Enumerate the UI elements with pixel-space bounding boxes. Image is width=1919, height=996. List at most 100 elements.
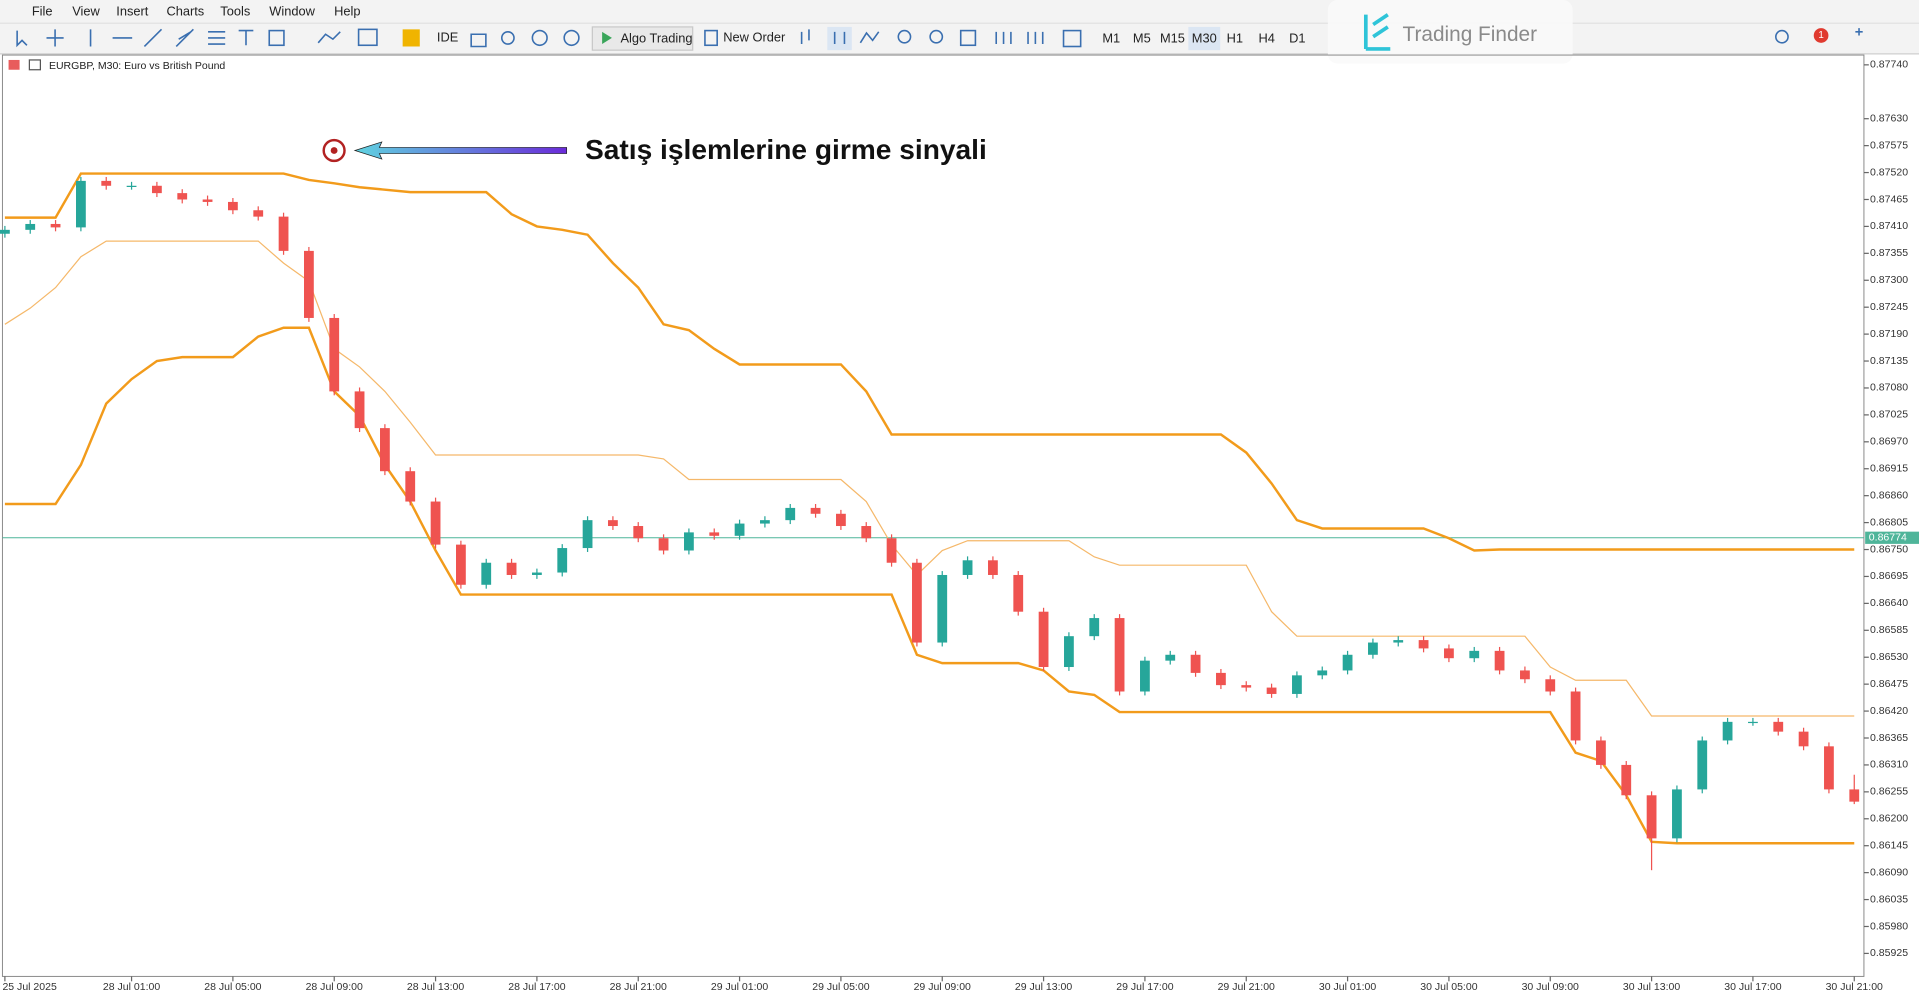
- x-tick-label: 29 Jul 17:00: [1116, 981, 1173, 993]
- candle-body: [1494, 650, 1505, 671]
- timeframe[interactable]: H1: [1227, 31, 1243, 46]
- y-tick-label: 0.87740: [1870, 59, 1908, 71]
- x-tick-label: 28 Jul 21:00: [610, 981, 667, 993]
- template-icon[interactable]: [357, 28, 378, 47]
- candle-body: [1722, 721, 1733, 741]
- menu-item[interactable]: View: [72, 4, 100, 19]
- candle-body: [760, 520, 770, 524]
- indicators-icon[interactable]: [317, 31, 341, 44]
- symbol-icon: [8, 59, 20, 70]
- scroll-icon[interactable]: [995, 31, 1012, 45]
- candle-body: [1672, 789, 1682, 839]
- y-tick-label: 0.86365: [1870, 732, 1908, 744]
- y-tick-label: 0.86860: [1870, 489, 1908, 501]
- crosshair-icon[interactable]: [46, 29, 64, 47]
- y-tick-label: 0.86805: [1870, 516, 1908, 528]
- y-tick-label: 0.86695: [1870, 570, 1908, 582]
- candle-body: [937, 574, 948, 643]
- bar-chart-icon[interactable]: [800, 29, 810, 45]
- candle-body: [228, 201, 238, 211]
- candle-body: [1064, 636, 1074, 668]
- y-tick-label: 0.87575: [1870, 139, 1908, 151]
- market-icon[interactable]: [402, 29, 420, 47]
- candle-body: [1798, 731, 1809, 747]
- fibo-icon[interactable]: [208, 31, 226, 45]
- candle-body: [734, 523, 745, 536]
- band-line: [4, 326, 1855, 845]
- menu-item[interactable]: File: [32, 4, 53, 19]
- shift-icon[interactable]: [1027, 31, 1044, 45]
- timeframe[interactable]: M30: [1192, 31, 1217, 46]
- menu-item[interactable]: Window: [269, 4, 315, 19]
- ide-button[interactable]: IDE: [437, 29, 458, 44]
- signal-marker: [322, 138, 346, 163]
- candle-body: [1520, 670, 1530, 680]
- y-tick-label: 0.86145: [1870, 839, 1908, 851]
- tile-icon[interactable]: [959, 29, 977, 47]
- y-tick-label: 0.86310: [1870, 759, 1908, 771]
- y-tick-label: 0.87465: [1870, 193, 1908, 205]
- candle-body: [962, 560, 973, 575]
- notification-badge[interactable]: [1813, 28, 1829, 43]
- y-tick-label: 0.87300: [1870, 274, 1908, 286]
- timeframe[interactable]: M1: [1102, 31, 1120, 46]
- menu-item[interactable]: Charts: [166, 4, 204, 19]
- timeframe[interactable]: D1: [1289, 31, 1305, 46]
- candle-body: [709, 532, 720, 536]
- y-tick-label: 0.86475: [1870, 678, 1908, 690]
- y-tick-label: 0.86420: [1870, 705, 1908, 717]
- timeframe[interactable]: M15: [1160, 31, 1185, 46]
- line-chart-icon[interactable]: [859, 31, 880, 44]
- y-tick-label: 0.87355: [1870, 247, 1908, 259]
- candle-icon[interactable]: [833, 31, 846, 45]
- signal-icon[interactable]: [500, 31, 515, 45]
- candle-body: [456, 544, 466, 585]
- lvl-icon[interactable]: [1855, 28, 1863, 36]
- menu-item[interactable]: Insert: [116, 4, 149, 19]
- trend-icon[interactable]: [143, 28, 163, 48]
- candle-body: [481, 562, 492, 585]
- x-tick-label: 29 Jul 21:00: [1218, 981, 1275, 993]
- candle-body: [76, 180, 86, 228]
- algo-button[interactable]: [591, 26, 694, 51]
- lock-icon[interactable]: [470, 33, 487, 48]
- y-tick-label: 0.87025: [1870, 409, 1908, 421]
- candle-body: [1444, 648, 1454, 659]
- zoom-out-icon[interactable]: [929, 29, 944, 44]
- x-tick-label: 28 Jul 13:00: [407, 981, 464, 993]
- candle-body: [785, 507, 796, 521]
- candle-body: [1089, 618, 1100, 637]
- watermark: Trading Finder: [1403, 23, 1538, 46]
- search-icon[interactable]: [1775, 29, 1789, 44]
- algo-trading-label[interactable]: Algo Trading: [620, 31, 692, 46]
- candle-active[interactable]: [827, 26, 852, 51]
- y-tick-label: 0.86200: [1870, 813, 1908, 825]
- text-icon[interactable]: [238, 29, 254, 46]
- new-order-label[interactable]: New Order: [723, 29, 786, 44]
- order-icon[interactable]: [704, 29, 718, 47]
- watermark-logo: [1363, 13, 1391, 51]
- candle-body: [1342, 654, 1353, 671]
- y-tick-label: 0.86640: [1870, 597, 1908, 609]
- candle-body: [810, 507, 821, 514]
- menu-item[interactable]: Tools: [220, 4, 250, 19]
- candle-body: [557, 548, 568, 573]
- timeframe-active[interactable]: [1188, 26, 1221, 51]
- screenshot-icon[interactable]: [1062, 29, 1082, 48]
- cursor-icon[interactable]: [16, 30, 28, 48]
- shapes-icon[interactable]: [268, 29, 285, 47]
- vps-icon[interactable]: [531, 29, 548, 47]
- candle-body: [380, 428, 390, 472]
- candle-body: [988, 560, 998, 575]
- channel-icon[interactable]: [175, 28, 194, 48]
- menu-item[interactable]: Help: [334, 4, 360, 19]
- candle-body: [1596, 740, 1606, 765]
- y-tick-label: 0.85925: [1870, 947, 1908, 959]
- web-icon[interactable]: [563, 29, 580, 47]
- y-tick-label: 0.86035: [1870, 893, 1908, 905]
- x-tick-label: 28 Jul 01:00: [103, 981, 160, 993]
- timeframe[interactable]: M5: [1133, 31, 1151, 46]
- zoom-in-icon[interactable]: [897, 29, 912, 44]
- candle-body: [177, 193, 188, 200]
- timeframe[interactable]: H4: [1258, 31, 1274, 46]
